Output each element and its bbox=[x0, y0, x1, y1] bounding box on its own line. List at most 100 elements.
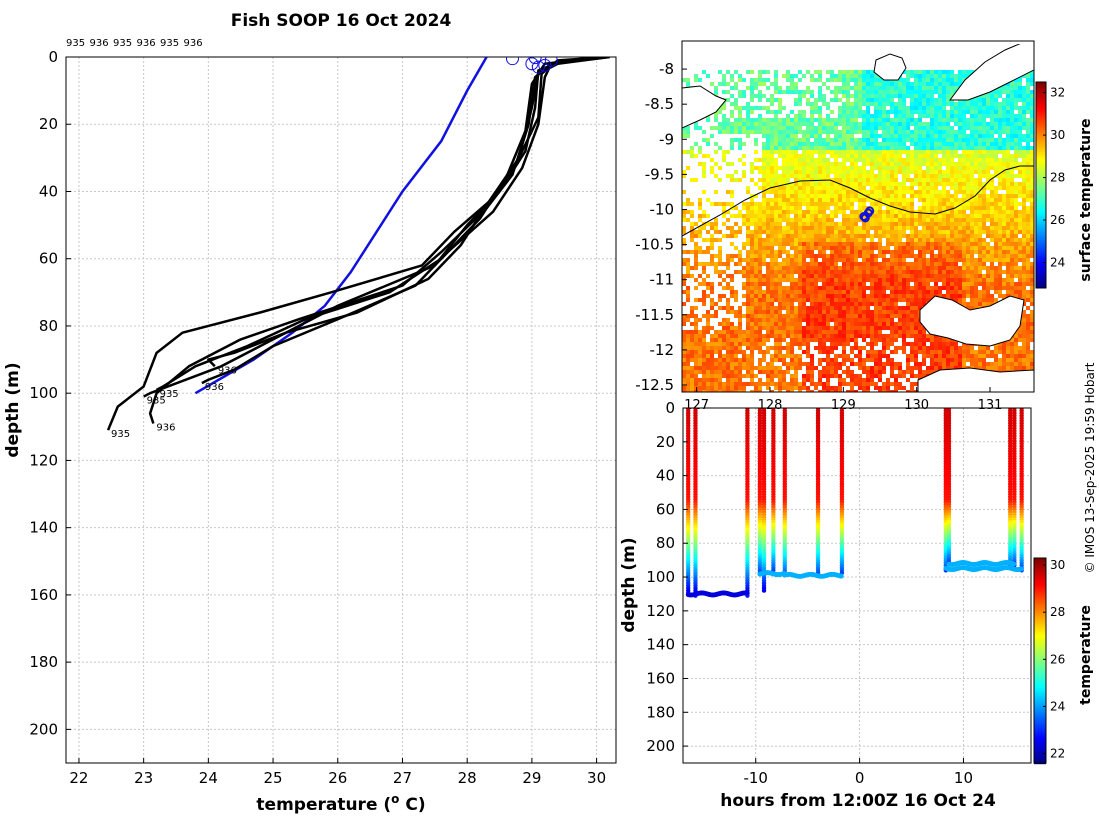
sst-pixel bbox=[874, 290, 878, 294]
sst-pixel bbox=[974, 222, 978, 226]
sst-pixel bbox=[714, 330, 718, 334]
sst-pixel bbox=[874, 162, 878, 166]
sst-pixel bbox=[938, 202, 942, 206]
sst-pixel bbox=[786, 230, 790, 234]
sst-pixel bbox=[706, 262, 710, 266]
sst-pixel bbox=[922, 90, 926, 94]
sst-pixel bbox=[762, 186, 766, 190]
sst-pixel bbox=[910, 82, 914, 86]
sst-pixel bbox=[898, 318, 902, 322]
sst-pixel bbox=[818, 146, 822, 150]
sst-pixel bbox=[1018, 286, 1022, 290]
sst-pixel bbox=[1014, 274, 1018, 278]
sst-pixel bbox=[794, 206, 798, 210]
sst-pixel bbox=[966, 266, 970, 270]
sst-pixel bbox=[994, 146, 998, 150]
sst-pixel bbox=[698, 250, 702, 254]
sst-pixel bbox=[758, 130, 762, 134]
sst-pixel bbox=[958, 214, 962, 218]
sst-pixel bbox=[906, 310, 910, 314]
sst-pixel bbox=[1010, 110, 1014, 114]
sst-pixel bbox=[730, 122, 734, 126]
sst-pixel bbox=[726, 282, 730, 286]
sst-pixel bbox=[882, 82, 886, 86]
sst-pixel bbox=[1018, 98, 1022, 102]
sst-pixel bbox=[754, 194, 758, 198]
sst-pixel bbox=[690, 222, 694, 226]
sst-pixel bbox=[1006, 206, 1010, 210]
sst-pixel bbox=[902, 178, 906, 182]
sst-pixel bbox=[806, 202, 810, 206]
sst-pixel bbox=[866, 262, 870, 266]
sst-pixel bbox=[990, 274, 994, 278]
sst-pixel bbox=[826, 246, 830, 250]
sst-pixel bbox=[1022, 238, 1026, 242]
sst-pixel bbox=[774, 226, 778, 230]
sst-pixel bbox=[850, 254, 854, 258]
sst-pixel bbox=[1018, 126, 1022, 130]
sst-pixel bbox=[954, 290, 958, 294]
sst-pixel bbox=[726, 286, 730, 290]
sst-pixel bbox=[942, 186, 946, 190]
sst-pixel bbox=[850, 150, 854, 154]
sst-pixel bbox=[854, 306, 858, 310]
sst-pixel bbox=[870, 118, 874, 122]
sst-pixel bbox=[682, 150, 686, 154]
sst-pixel bbox=[758, 98, 762, 102]
sst-pixel bbox=[830, 70, 834, 74]
sst-pixel bbox=[986, 294, 990, 298]
sst-pixel bbox=[730, 278, 734, 282]
sst-pixel bbox=[718, 254, 722, 258]
sst-pixel bbox=[1022, 274, 1026, 278]
sst-pixel bbox=[830, 126, 834, 130]
sst-pixel bbox=[966, 102, 970, 106]
sst-pixel bbox=[738, 226, 742, 230]
sst-pixel bbox=[826, 214, 830, 218]
sst-pixel bbox=[938, 222, 942, 226]
sst-pixel bbox=[826, 282, 830, 286]
sst-pixel bbox=[914, 134, 918, 138]
sst-pixel bbox=[946, 122, 950, 126]
sst-pixel bbox=[1010, 170, 1014, 174]
sst-pixel bbox=[990, 158, 994, 162]
sst-pixel bbox=[826, 314, 830, 318]
sst-pixel bbox=[1002, 162, 1006, 166]
sst-pixel bbox=[894, 266, 898, 270]
sst-pixel bbox=[930, 86, 934, 90]
sst-pixel bbox=[786, 134, 790, 138]
sst-pixel bbox=[822, 146, 826, 150]
sst-pixel bbox=[922, 294, 926, 298]
sst-pixel bbox=[882, 98, 886, 102]
sst-pixel bbox=[782, 150, 786, 154]
sst-pixel bbox=[758, 106, 762, 110]
sst-pixel bbox=[698, 230, 702, 234]
sst-pixel bbox=[742, 274, 746, 278]
sst-pixel bbox=[862, 150, 866, 154]
sst-pixel bbox=[902, 258, 906, 262]
sst-pixel bbox=[954, 218, 958, 222]
sst-pixel bbox=[814, 254, 818, 258]
sst-pixel bbox=[782, 154, 786, 158]
sst-pixel bbox=[734, 178, 738, 182]
sst-pixel bbox=[870, 170, 874, 174]
sst-pixel bbox=[806, 98, 810, 102]
sst-pixel bbox=[922, 234, 926, 238]
sst-pixel bbox=[958, 138, 962, 142]
sst-pixel bbox=[790, 126, 794, 130]
sst-pixel bbox=[858, 186, 862, 190]
sst-pixel bbox=[994, 202, 998, 206]
sst-pixel bbox=[850, 130, 854, 134]
sst-pixel bbox=[814, 322, 818, 326]
sst-pixel bbox=[742, 294, 746, 298]
sst-pixel bbox=[810, 126, 814, 130]
sst-pixel bbox=[974, 266, 978, 270]
sst-pixel bbox=[922, 174, 926, 178]
sst-pixel bbox=[930, 270, 934, 274]
sst-pixel bbox=[878, 114, 882, 118]
sst-pixel bbox=[894, 222, 898, 226]
sst-pixel bbox=[790, 142, 794, 146]
sst-pixel bbox=[874, 174, 878, 178]
sst-pixel bbox=[770, 110, 774, 114]
sst-pixel bbox=[958, 106, 962, 110]
